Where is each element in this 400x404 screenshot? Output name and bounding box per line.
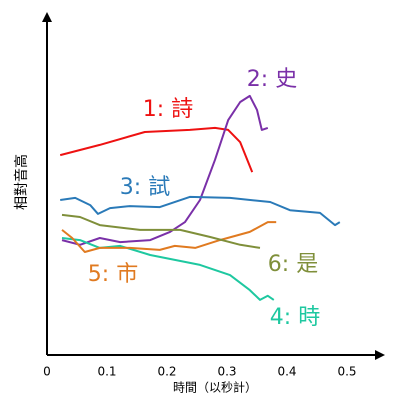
series-label: 4: 時 — [270, 305, 320, 330]
x-tick-label: 0 — [43, 365, 51, 379]
series-label: 5: 市 — [88, 262, 138, 287]
series-label: 2: 史 — [247, 67, 297, 92]
x-tick-label: 0.4 — [277, 365, 296, 379]
pitch-line — [60, 195, 341, 227]
x-tick-label: 0.5 — [337, 365, 356, 379]
series-label: 1: 詩 — [143, 97, 193, 122]
series-label: 3: 試 — [120, 175, 170, 200]
x-tick-label: 0.1 — [97, 365, 116, 379]
x-tick-label: 0.3 — [217, 365, 236, 379]
x-axis-label: 時間（以秒計） — [173, 380, 257, 395]
pitch-line — [61, 94, 269, 246]
x-tick-label: 0.2 — [157, 365, 176, 379]
y-axis-label: 相對音高 — [13, 154, 30, 210]
pitch-line — [59, 126, 254, 173]
series-label: 6: 是 — [268, 252, 318, 277]
pitch-line — [61, 221, 277, 253]
pitch-line — [61, 213, 261, 249]
pitch-line — [61, 237, 275, 301]
